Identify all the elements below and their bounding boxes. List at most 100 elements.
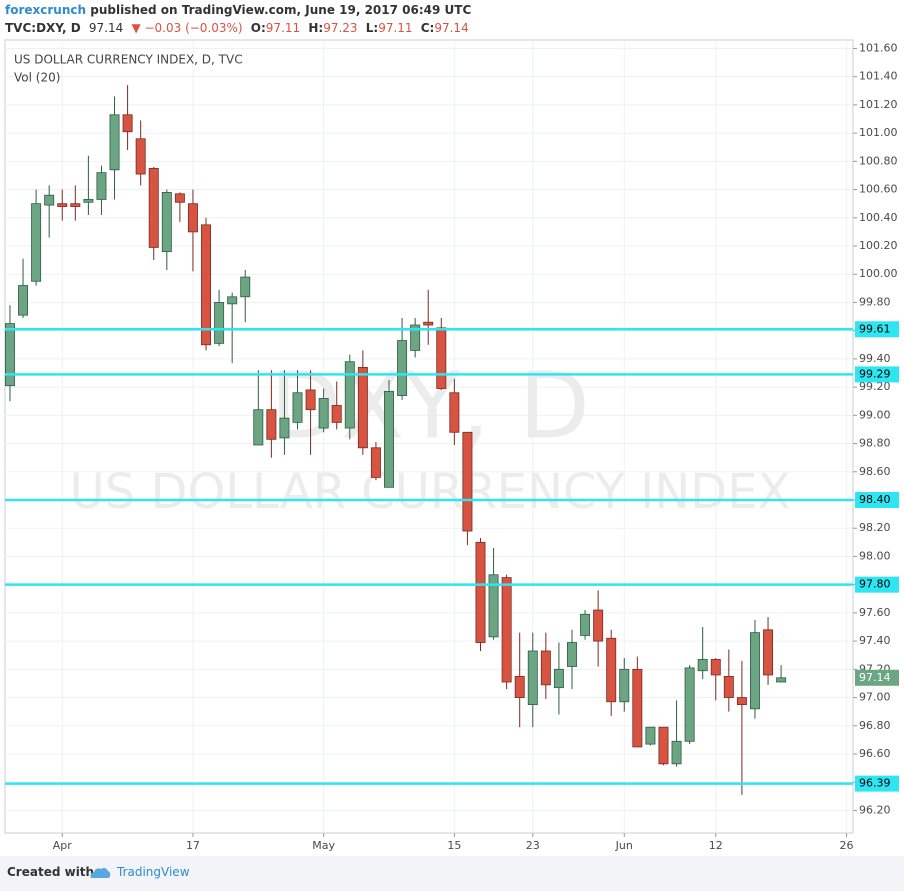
candle-body [684, 667, 695, 742]
candle-body [344, 361, 355, 429]
y-tick-label: 98.80 [859, 437, 891, 450]
y-tick-label: 98.20 [859, 521, 891, 534]
candle-body [109, 114, 120, 171]
brand-logo[interactable] [88, 865, 112, 881]
candle-body [174, 193, 185, 203]
x-tick-label: Apr [53, 839, 73, 852]
candle-body [619, 668, 630, 703]
header-line-2: TVC:DXY, D 97.14 ▼ −0.03 (−0.03%) O:97.1… [5, 21, 473, 35]
candle-body [645, 726, 656, 745]
author[interactable]: forexcrunch [5, 3, 87, 17]
candle-body [318, 398, 329, 429]
brand[interactable]: TradingView [117, 865, 190, 879]
candle-body [70, 203, 81, 207]
candle-body [253, 409, 264, 446]
candle-body [553, 668, 564, 689]
candle-body [214, 302, 225, 344]
level-tag [855, 576, 899, 593]
candle-body [357, 366, 368, 449]
y-tick-label: 101.60 [859, 41, 898, 54]
candle-body [632, 668, 643, 748]
candle-body [580, 613, 591, 636]
x-tick-label: 15 [447, 839, 461, 852]
candle-body [475, 541, 486, 643]
candle-body [240, 276, 251, 298]
candle-body [527, 650, 538, 705]
published: published on TradingView.com, June 19, 2… [90, 3, 472, 17]
price-tag [855, 669, 899, 686]
candle-body [462, 431, 473, 532]
y-tick-label: 99.80 [859, 295, 891, 308]
y-tick-label: 98.60 [859, 465, 891, 478]
x-tick-label: 17 [186, 839, 200, 852]
candle-body [161, 191, 172, 253]
price-tag-label: 97.14 [859, 671, 891, 684]
candle-body [384, 390, 394, 488]
candle-body [122, 114, 133, 133]
level-tag [855, 491, 899, 508]
candle-body [514, 675, 525, 698]
level-tag [855, 366, 899, 383]
y-tick-label: 100.80 [859, 154, 898, 167]
candle-body [567, 642, 577, 667]
watermark-symbol: DXY, D [270, 352, 589, 459]
candle-body [697, 659, 708, 672]
y-tick-label: 100.60 [859, 183, 898, 196]
chart: DXY, D US DOLLAR CURRENCY INDEX US DOLLA… [4, 39, 899, 852]
x-tick-label: 23 [526, 839, 540, 852]
level-tag [855, 775, 899, 792]
y-tick-label: 97.00 [859, 691, 891, 704]
candle-body [710, 659, 721, 676]
symbol: TVC:DXY, D [5, 21, 81, 35]
level-tag [855, 321, 899, 338]
level-label: 99.61 [859, 322, 891, 335]
candle-body [763, 629, 774, 676]
x-tick-label: Jun [615, 839, 633, 852]
candle-body [370, 447, 381, 478]
y-tick-label: 99.40 [859, 352, 891, 365]
candle-body [57, 203, 68, 207]
footer: Created with TradingView [0, 856, 904, 891]
y-tick-label: 96.60 [859, 747, 891, 760]
candle-body [31, 203, 42, 282]
candle-body [279, 417, 290, 439]
candle-body [305, 389, 316, 411]
candle-body [227, 296, 238, 305]
candle-body [397, 340, 408, 396]
candle-body [18, 285, 29, 316]
x-tick-label: 26 [839, 839, 853, 852]
change: ▼ −0.03 (−0.03%) [131, 21, 243, 35]
y-tick-label: 101.40 [859, 70, 898, 83]
close-label: C: [420, 21, 435, 35]
y-tick-label: 97.60 [859, 606, 891, 619]
y-tick-label: 100.00 [859, 267, 898, 280]
created-with: Created with [7, 865, 95, 879]
candle-body [658, 726, 669, 765]
level-label: 96.39 [859, 777, 891, 790]
x-tick-label: 12 [709, 839, 723, 852]
candle-body [96, 172, 107, 200]
level-label: 99.29 [859, 367, 891, 380]
candle-body [135, 138, 146, 175]
candle-body [749, 632, 760, 710]
candle-body [593, 609, 604, 642]
volume-label: Vol (20) [14, 71, 60, 85]
y-tick-label: 100.40 [859, 211, 898, 224]
candle-body [292, 392, 303, 423]
candle-body [736, 697, 747, 705]
y-tick-label: 100.20 [859, 239, 898, 252]
y-tick-label: 97.40 [859, 634, 891, 647]
candle-body [4, 323, 15, 387]
candle-body [83, 199, 94, 203]
y-tick-label: 96.80 [859, 719, 891, 732]
candle-body [449, 392, 460, 433]
candle-body [410, 324, 421, 351]
y-tick-label: 101.00 [859, 126, 898, 139]
candle-body [331, 405, 342, 423]
candle-body [671, 740, 682, 765]
plot-frame [4, 39, 854, 834]
candle-body [723, 675, 734, 698]
candle-body [148, 168, 159, 248]
low-label: L: [365, 21, 379, 35]
candle-body [488, 574, 499, 638]
